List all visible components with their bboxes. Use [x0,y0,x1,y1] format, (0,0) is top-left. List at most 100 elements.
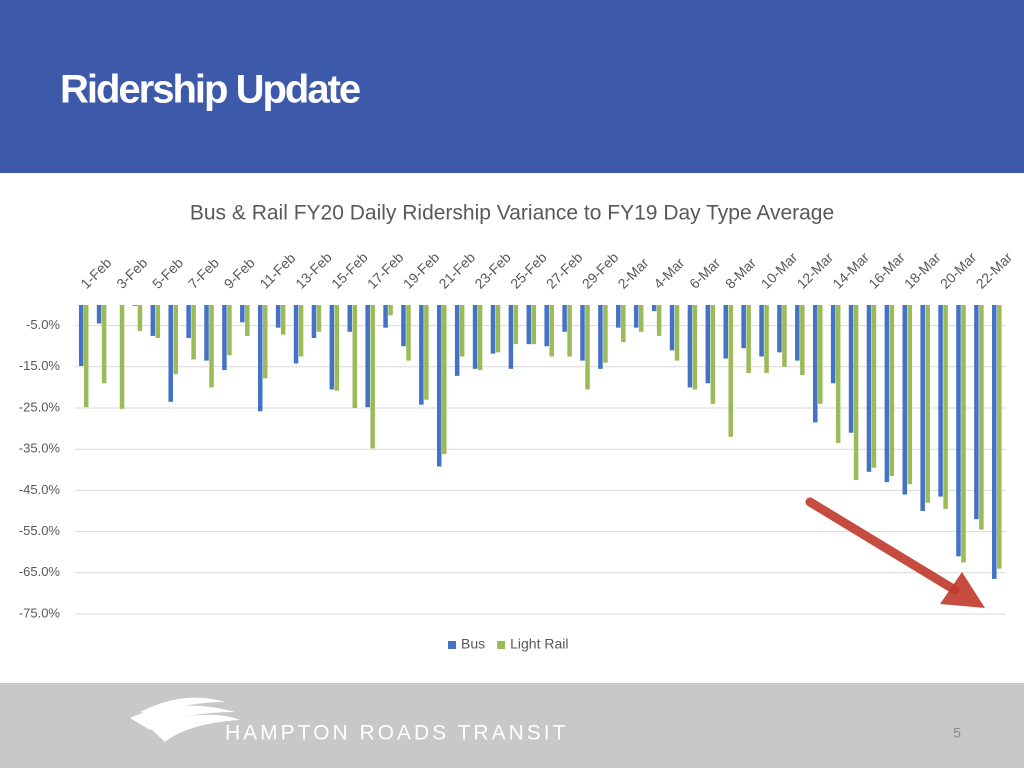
header-band [0,0,1024,173]
legend-label: Bus [461,636,485,652]
bar [961,305,966,563]
bar [621,305,626,343]
bar [96,305,102,324]
bar [992,305,997,579]
bar [442,305,447,455]
bar [616,305,621,328]
bar [848,305,854,433]
bar [191,305,196,360]
bar [388,305,393,316]
bar [925,305,930,503]
bar [78,305,84,366]
bar [777,305,782,353]
bar [454,305,460,376]
bar [204,305,209,361]
bar [298,305,304,357]
bar [262,305,268,379]
bar [227,305,232,356]
bar [347,305,353,332]
bar [974,305,979,520]
bar [424,305,429,400]
bar [687,305,693,388]
bar [830,305,836,384]
y-tick-label: -5.0% [26,317,60,332]
bar [329,305,335,390]
bar [401,305,406,347]
bar [866,305,872,472]
bar [222,305,227,371]
bar [920,305,925,511]
bar [902,305,908,495]
bar [795,305,800,361]
slide-title: Ridership Update [60,68,360,112]
bar [513,305,519,345]
bar [674,305,680,361]
bar [938,305,943,497]
bar [83,305,89,408]
bar [889,305,895,476]
legend-label: Light Rail [510,636,568,652]
bar [997,305,1002,569]
bar [406,305,411,361]
y-tick-label: -65.0% [19,564,61,579]
y-tick-label: -55.0% [19,523,61,538]
bar [585,305,590,390]
bar [567,305,572,357]
bar [495,305,501,353]
bar [186,305,191,338]
bar [209,305,214,388]
bar [723,305,728,359]
bar [782,305,787,367]
bar [884,305,890,483]
y-tick-label: -75.0% [19,605,61,620]
bar [477,305,483,371]
bar [531,305,537,345]
bar [352,305,358,408]
bar [562,305,567,332]
bar [728,305,734,437]
bar [526,305,532,345]
bar [692,305,698,390]
bar [119,305,125,409]
bar [137,305,143,331]
y-tick-label: -25.0% [19,399,61,414]
page-number: 5 [953,725,961,741]
bar [741,305,746,349]
y-tick-label: -45.0% [19,482,61,497]
bar [275,305,281,328]
bar [155,305,161,338]
bar [764,305,769,373]
bar [508,305,514,369]
bar [245,305,250,336]
bar [800,305,805,376]
bar [370,305,375,449]
bar [240,305,245,323]
bar [168,305,173,402]
bar [334,305,340,391]
bar [437,305,442,467]
bar [132,305,138,306]
y-tick-label: -35.0% [19,441,61,456]
bar [656,305,662,336]
bar [710,305,716,404]
bar [812,305,818,423]
bar [979,305,984,530]
bar [818,305,823,404]
legend-swatch [497,641,506,649]
bar [638,305,644,332]
bar [419,305,424,405]
bar [705,305,711,384]
y-tick-label: -15.0% [19,358,61,373]
bar [746,305,751,373]
org-name: HAMPTON ROADS TRANSIT [225,722,568,745]
bar [490,305,496,354]
trend-arrow [805,497,985,608]
bar [459,305,465,357]
bar [549,305,554,357]
bar [280,305,286,335]
bar [101,305,107,384]
bar [580,305,585,361]
bar [907,305,913,485]
